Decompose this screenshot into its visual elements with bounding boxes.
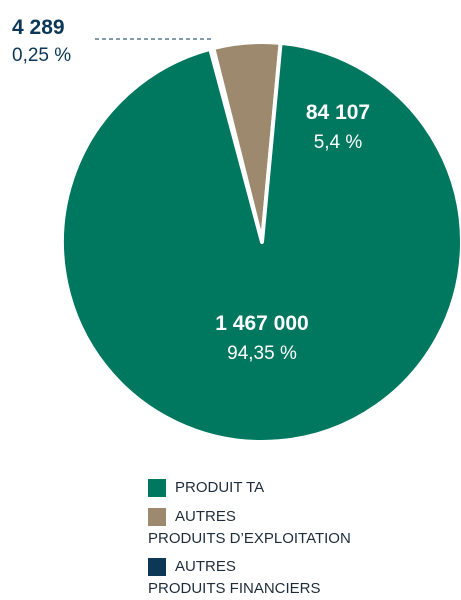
amount-label: 4 289 [12,16,65,39]
legend-label: AUTRES PRODUITS FINANCIERS [148,558,321,597]
legend-swatch [148,558,166,576]
legend-item: AUTRES PRODUITS FINANCIERS [148,556,408,600]
value-label: 5,4 % [314,132,363,153]
pie-slice [60,40,461,444]
legend-label: PRODUIT TA [175,479,265,496]
legend-swatch [148,508,166,526]
chart: 1 467 000 94,35 % 84 107 5,4 % 4 289 0,25 % [12,16,461,444]
value-label: 0,25 % [12,45,71,66]
legend-item: AUTRES PRODUITS D’EXPLOITATION [148,506,408,550]
legend-label: AUTRES PRODUITS D’EXPLOITATION [148,508,351,547]
legend-item: PRODUIT TA [148,477,408,499]
amount-label: 1 467 000 [215,312,308,335]
amount-label: 84 107 [306,101,370,124]
value-label: 94,35 % [227,343,297,364]
legend-swatch [148,479,166,497]
